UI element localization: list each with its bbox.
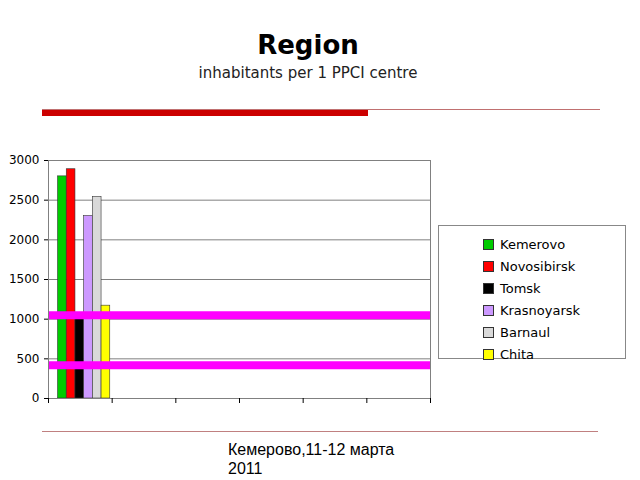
html-text:Chita: Chita: [500, 346, 534, 362]
svg-text:2000: 2000: [9, 233, 40, 247]
html-text:Novosibirsk: Novosibirsk: [500, 258, 576, 274]
svg-text:3000: 3000: [9, 153, 40, 167]
svg-text:0: 0: [32, 391, 40, 405]
svg-text:2500: 2500: [9, 193, 40, 207]
svg-text:1000: 1000: [9, 312, 40, 326]
html-text:Кемерово,11-12 марта 2011: Кемерово,11-12 марта 2011: [228, 441, 395, 477]
html-text:Kemerovo: Kemerovo: [500, 236, 566, 252]
svg-text:1500: 1500: [9, 272, 40, 286]
html-text:Barnaul: Barnaul: [500, 324, 551, 340]
html-text:Tomsk: Tomsk: [500, 280, 541, 296]
html-text:inhabitants per 1 PPCI centre: inhabitants per 1 PPCI centre: [198, 64, 418, 82]
svg-text:500: 500: [17, 352, 40, 366]
html-text:Krasnoyarsk: Krasnoyarsk: [500, 302, 581, 318]
html-text:Region: Region: [257, 30, 359, 60]
